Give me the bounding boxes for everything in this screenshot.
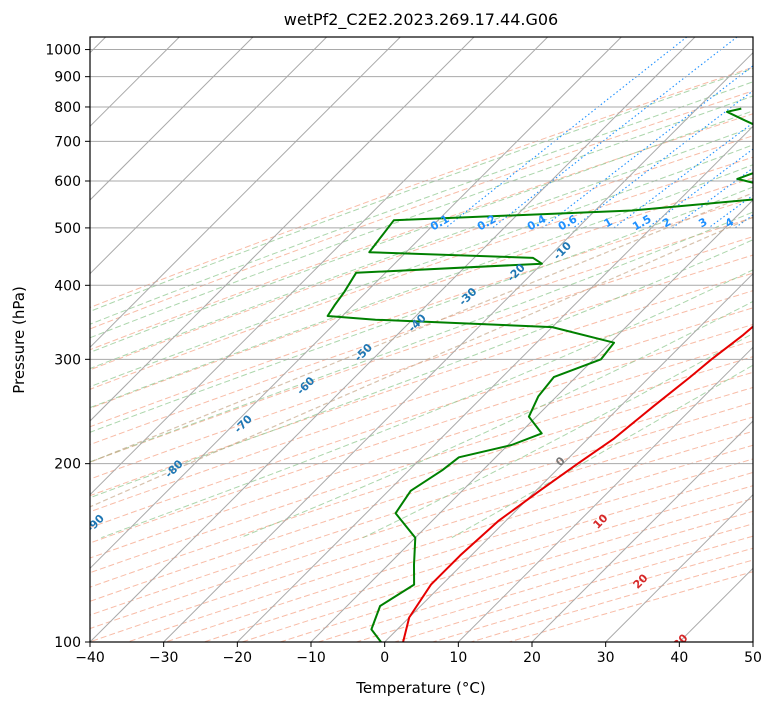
dry-adiabat-line bbox=[90, 430, 753, 642]
isotherm-gridline bbox=[605, 493, 753, 642]
trajectory-line bbox=[90, 192, 753, 463]
trajectory-line bbox=[90, 216, 753, 508]
isotherm-gridline bbox=[90, 37, 401, 349]
x-tick-label: −30 bbox=[149, 650, 179, 666]
x-tick-label: 40 bbox=[670, 650, 688, 666]
y-tick-label: 400 bbox=[54, 278, 81, 294]
x-tick-label: 10 bbox=[449, 650, 467, 666]
dry-adiabat-line bbox=[90, 197, 753, 428]
dry-adiabat-line bbox=[394, 535, 753, 642]
dry-adiabat-line bbox=[90, 356, 753, 574]
y-axis-title: Pressure (hPa) bbox=[10, 286, 28, 394]
profile-lines bbox=[326, 107, 753, 642]
mixing-ratio-line bbox=[613, 122, 753, 229]
x-tick-label: 50 bbox=[744, 650, 762, 666]
dry-adiabat-line bbox=[90, 113, 753, 351]
x-tick-label: 20 bbox=[523, 650, 541, 666]
background-lines bbox=[90, 37, 753, 642]
chart-title: wetPf2_C2E2.2023.269.17.44.G06 bbox=[284, 10, 558, 30]
y-tick-label: 900 bbox=[54, 70, 81, 86]
y-tick-label: 800 bbox=[54, 100, 81, 116]
y-tick-label: 600 bbox=[54, 174, 81, 190]
y-tick-label: 100 bbox=[54, 635, 81, 651]
dry-adiabat-line bbox=[90, 290, 753, 513]
dry-adiabat-line bbox=[90, 371, 753, 588]
dry-adiabat-line bbox=[356, 523, 753, 642]
dry-adiabat-line bbox=[90, 135, 753, 371]
isotherm-gridline bbox=[384, 272, 753, 642]
mixing-ratio-line bbox=[672, 167, 753, 229]
isotherm-gridline bbox=[531, 420, 753, 642]
mixing-ratio-line bbox=[542, 65, 753, 229]
y-tick-label: 200 bbox=[54, 457, 81, 473]
y-tick-label: 700 bbox=[54, 134, 81, 150]
isotherm-gridline bbox=[90, 37, 549, 496]
dry-adiabat-line bbox=[90, 323, 753, 544]
x-tick-label: −20 bbox=[223, 650, 253, 666]
isotherm-gridline bbox=[90, 37, 475, 422]
y-tick-label: 500 bbox=[54, 221, 81, 237]
axis-ticks: −40 −30 −20 −10 0 10 20 30 40 5010020030040050060… bbox=[45, 43, 762, 666]
isotherm-gridline bbox=[90, 37, 328, 275]
isotherm-gridline bbox=[90, 37, 622, 570]
isotherm-gridline bbox=[90, 37, 254, 201]
dry-adiabat-line bbox=[241, 485, 753, 642]
dry-adiabat-line bbox=[90, 386, 753, 602]
x-tick-label: 0 bbox=[380, 650, 389, 666]
dry-adiabat-line bbox=[90, 272, 753, 497]
isotherm-gridline bbox=[163, 51, 753, 642]
y-tick-label: 300 bbox=[54, 352, 81, 368]
dry-adiabat-line bbox=[318, 510, 753, 642]
mixing-ratio-line bbox=[445, 37, 688, 229]
x-tick-label: −40 bbox=[75, 650, 105, 666]
dry-adiabat-line bbox=[90, 217, 753, 446]
moist-adiabat-label: 30 bbox=[671, 631, 691, 651]
dewpoint-profile-line bbox=[326, 107, 753, 642]
y-tick-label: 1000 bbox=[45, 43, 81, 59]
dry-adiabat-line bbox=[280, 498, 753, 642]
temperature-profile-line bbox=[402, 325, 753, 642]
isotherm-gridline bbox=[457, 346, 753, 642]
isotherm-gridline bbox=[236, 125, 753, 642]
dry-adiabat-line bbox=[165, 458, 753, 642]
x-tick-label: −10 bbox=[296, 650, 326, 666]
plot-background bbox=[90, 37, 753, 642]
plot-frame bbox=[89, 36, 754, 643]
dry-adiabat-line bbox=[90, 401, 753, 616]
x-axis-title: Temperature (°C) bbox=[355, 679, 485, 697]
dry-adiabat-line bbox=[90, 66, 753, 309]
x-tick-label: 30 bbox=[597, 650, 615, 666]
isotherm-gridline bbox=[310, 199, 753, 642]
